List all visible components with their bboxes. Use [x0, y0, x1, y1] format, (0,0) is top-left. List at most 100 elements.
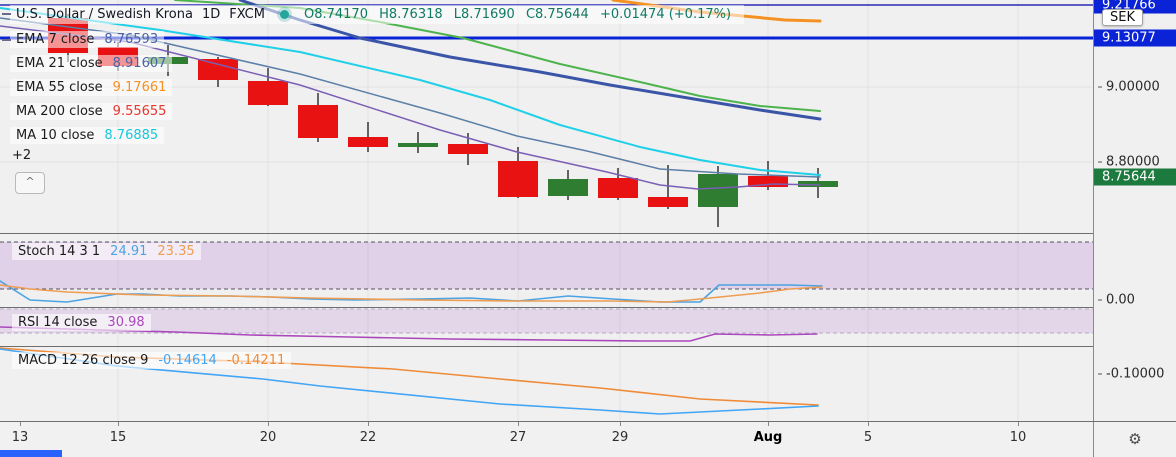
- open-value: O8.74170: [303, 7, 368, 22]
- candle-body-down: [298, 105, 338, 138]
- ohlc-values: O8.74170 H8.76318 L8.71690 C8.75644 +0.0…: [304, 7, 738, 22]
- price-scale[interactable]: 9.21766 9.13077 9.00000 8.80000 8.75644 …: [1093, 0, 1176, 421]
- tick-mark: [20, 422, 21, 426]
- toolbar-dash-icon[interactable]: [2, 39, 11, 41]
- date-tick: 15: [109, 430, 127, 445]
- symbol-header[interactable]: U.S. Dollar / Swedish Krona 1D FXCM O8.7…: [10, 5, 745, 24]
- axis-corner-divider: [1093, 422, 1094, 457]
- price-alert-label: 9.13077: [1094, 29, 1176, 47]
- legend-row-ema55[interactable]: EMA 55 close 9.17661: [10, 79, 173, 96]
- price-tick-label: 9.00000: [1094, 80, 1176, 95]
- legend-row-ma200[interactable]: MA 200 close 9.55655: [10, 103, 173, 120]
- date-tick: 5: [863, 430, 873, 445]
- candle-body-down: [348, 137, 388, 147]
- candle-body-up: [698, 174, 738, 207]
- macd-legend[interactable]: MACD 12 26 close 9 -0.14614 -0.14211: [12, 352, 292, 369]
- tick-mark: [118, 422, 119, 426]
- date-tick: 27: [509, 430, 527, 445]
- candle-body-down: [198, 59, 238, 80]
- stoch-d-value: 23.35: [157, 244, 195, 259]
- tick-mark: [1018, 422, 1019, 426]
- tick-mark: [620, 422, 621, 426]
- macd-line: [0, 348, 819, 415]
- tick-mark: [868, 422, 869, 426]
- candle-body-down: [598, 178, 638, 198]
- stoch-title: Stoch 14 3 1: [18, 244, 101, 259]
- market-status-dot: [279, 10, 289, 19]
- rsi-line: [0, 326, 818, 342]
- tick-mark: [1098, 299, 1102, 301]
- exchange: FXCM: [229, 7, 265, 22]
- legend-row-ma10[interactable]: MA 10 close 8.76885: [10, 127, 165, 144]
- legend-label: EMA 55 close: [16, 80, 103, 95]
- tick-mark: [368, 422, 369, 426]
- legend-label: MA 200 close: [16, 104, 103, 119]
- price-label-text: -0.10000: [1106, 366, 1165, 382]
- legend-value: 8.91607: [112, 56, 167, 71]
- rsi-band: [0, 309, 1093, 333]
- price-label-text: 9.00000: [1106, 79, 1160, 95]
- legend-value: 8.76593: [104, 32, 159, 47]
- macd-value: -0.14614: [158, 353, 217, 368]
- interval[interactable]: 1D: [201, 7, 221, 22]
- stoch-legend[interactable]: Stoch 14 3 1 24.91 23.35: [12, 243, 201, 260]
- rsi-value: 30.98: [107, 315, 145, 330]
- legend-value: 9.17661: [112, 80, 167, 95]
- price-tick-label: 8.80000: [1094, 155, 1176, 170]
- close-value: C8.75644: [525, 7, 589, 22]
- high-value: H8.76318: [379, 7, 443, 22]
- toolbar-dash-icon[interactable]: [2, 13, 11, 15]
- price-label-text: 8.80000: [1106, 154, 1160, 170]
- tick-mark: [768, 422, 769, 426]
- candle-body-down: [248, 81, 288, 105]
- macd-tick-label: -0.10000: [1094, 367, 1176, 382]
- ema7-line: [0, 17, 821, 178]
- rsi-title: RSI 14 close: [18, 315, 98, 330]
- rsi-legend[interactable]: RSI 14 close 30.98: [12, 314, 151, 331]
- stoch-k-value: 24.91: [110, 244, 148, 259]
- ma10-line: [0, 7, 821, 176]
- date-tick: 29: [611, 430, 629, 445]
- stoch-zero-label: 0.00: [1094, 293, 1176, 308]
- candle-body-up: [398, 143, 438, 147]
- candle-body-down: [648, 197, 688, 207]
- legend-row-ema7[interactable]: EMA 7 close 8.76593: [10, 31, 165, 48]
- candle-body-down: [448, 144, 488, 154]
- legend-label: EMA 21 close: [16, 56, 103, 71]
- legend-label: MA 10 close: [16, 128, 95, 143]
- date-tick: 10: [1009, 430, 1027, 445]
- legend-row-ema21[interactable]: EMA 21 close 8.91607: [10, 55, 173, 72]
- tick-mark: [1098, 86, 1102, 88]
- candle-body-up: [798, 181, 838, 187]
- stoch-d-line: [0, 284, 823, 303]
- macd-title: MACD 12 26 close 9: [18, 353, 149, 368]
- chart-canvas[interactable]: [0, 308, 1093, 347]
- date-tick: 20: [259, 430, 277, 445]
- symbol-name[interactable]: U.S. Dollar / Swedish Krona: [16, 7, 193, 22]
- price-label-text: 0.00: [1106, 292, 1135, 308]
- change-value: +0.01474 (+0.17%): [599, 7, 732, 22]
- legend-value: 9.55655: [112, 104, 167, 119]
- candle-body-up: [548, 179, 588, 196]
- tick-mark: [268, 422, 269, 426]
- legend-label: EMA 7 close: [16, 32, 95, 47]
- rsi-panel[interactable]: [0, 307, 1093, 347]
- tick-mark: [1098, 373, 1102, 375]
- date-tick: 13: [11, 430, 29, 445]
- currency-tooltip: SEK: [1102, 9, 1143, 26]
- low-value: L8.71690: [453, 7, 515, 22]
- tick-mark: [1098, 161, 1102, 163]
- legend-more-indicators[interactable]: +2: [12, 148, 32, 163]
- candle-body-down: [748, 176, 788, 187]
- legend-value: 8.76885: [104, 128, 159, 143]
- extra-purple-line: [0, 25, 821, 190]
- settings-gear-icon[interactable]: ⚙: [1128, 430, 1142, 448]
- legend-collapse-button[interactable]: ^: [15, 172, 45, 194]
- date-tick: 22: [359, 430, 377, 445]
- time-axis[interactable]: 13 15 20 22 27 29 Aug 5 10 ⚙: [0, 421, 1176, 457]
- macd-signal-value: -0.14211: [226, 353, 286, 368]
- date-tick-month: Aug: [753, 430, 783, 445]
- ema21-line: [238, 0, 822, 121]
- price-label-text: 8.75644: [1102, 169, 1156, 185]
